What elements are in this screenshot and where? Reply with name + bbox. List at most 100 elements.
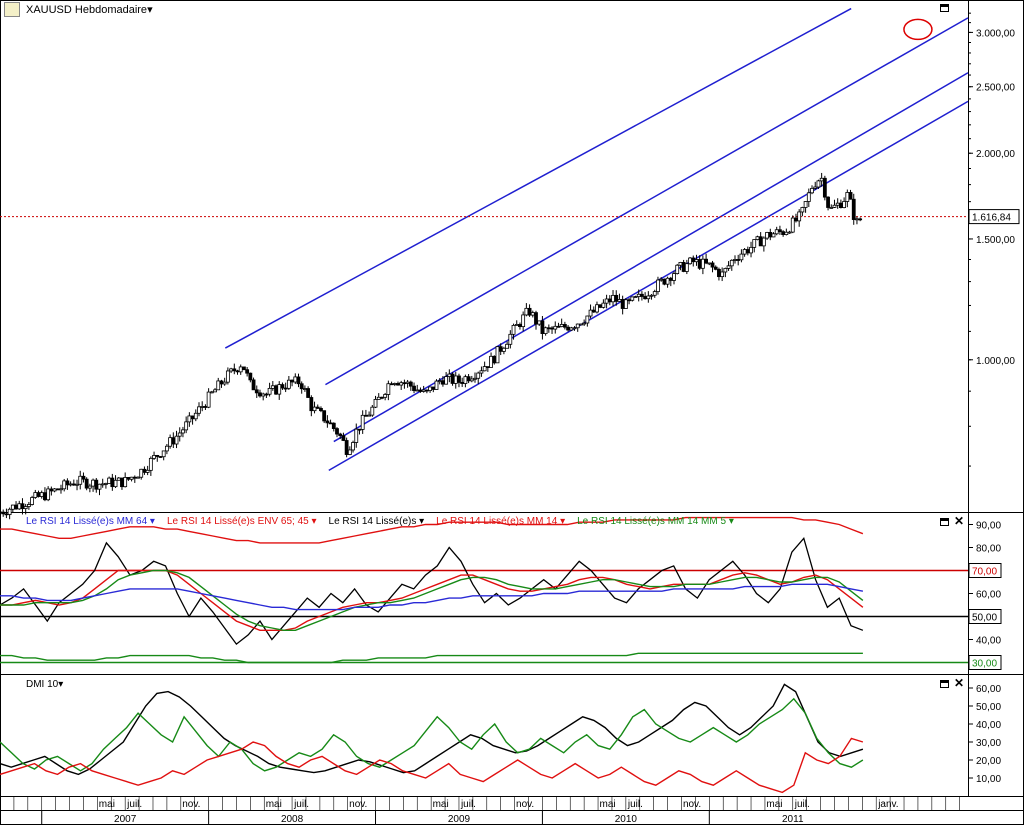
candle-body <box>396 383 400 386</box>
candle-body <box>52 488 57 492</box>
candle-body <box>270 385 275 389</box>
year-label: 2009 <box>448 814 471 825</box>
candle-body <box>733 259 737 261</box>
candle-body <box>707 262 712 265</box>
dmi-title[interactable]: DMI 10▾ <box>26 679 63 690</box>
time-axis: mai juil. nov. mai juil. nov. mai juil. nov. mai j… <box>0 797 1024 825</box>
candle-body <box>704 258 709 264</box>
caret-down-icon[interactable]: ▾ <box>147 4 153 16</box>
month-label: nov. <box>516 799 534 810</box>
candle-body <box>373 399 378 408</box>
candle-body <box>20 503 25 510</box>
candle-body <box>81 475 86 480</box>
candle-body <box>17 503 22 510</box>
candle-body <box>562 324 567 328</box>
close-dmi-panel-icon[interactable]: ✕ <box>954 676 965 690</box>
candle-body <box>312 406 317 412</box>
price-panel: 1.000,00 1.500,00 2.000,00 2.500,00 3.000,00… <box>0 7 1020 520</box>
rsi-tick-label: 60,00 <box>976 590 1001 601</box>
price-tick-label: 3.000,00 <box>976 28 1015 39</box>
last-price-box <box>968 209 1020 225</box>
close-rsi-panel-icon[interactable]: ✕ <box>954 514 965 528</box>
rsi-level-box <box>968 563 1002 578</box>
candle-body <box>171 437 176 445</box>
candle-body <box>457 375 461 383</box>
candle-body <box>582 322 587 325</box>
candle-body <box>739 253 744 261</box>
maximize-dmi-panel-icon[interactable] <box>940 680 949 688</box>
candle-body <box>206 391 211 408</box>
candle-body <box>383 394 388 398</box>
candle-body <box>386 383 391 395</box>
candle-body <box>572 327 577 330</box>
candle-body <box>421 389 426 392</box>
candle-body <box>264 393 269 396</box>
candle-body <box>643 296 648 300</box>
candle-body <box>181 429 185 434</box>
candle-body <box>286 379 291 389</box>
candle-body <box>444 376 449 385</box>
candle-body <box>469 378 474 382</box>
candle-body <box>216 380 221 391</box>
candle-body <box>357 428 362 431</box>
year-label: 2010 <box>615 814 638 825</box>
candle-body <box>466 376 471 382</box>
candle-body <box>132 476 137 479</box>
candle-body <box>184 421 189 431</box>
candle-body <box>431 386 436 390</box>
candle-body <box>620 299 625 309</box>
rsi-legend-item[interactable]: Le RSI 14 Lissé(e)s ENV 65; 45 ▾ <box>166 516 317 527</box>
candle-body <box>428 386 432 391</box>
candle-body <box>723 268 728 273</box>
channel-line <box>224 7 852 349</box>
rsi-series-line <box>0 569 864 631</box>
candle-body <box>161 450 166 458</box>
maximize-price-panel-icon[interactable] <box>940 4 949 12</box>
dmi-title-text: DMI 10 <box>26 679 59 690</box>
rsi-tick-label: 80,00 <box>976 544 1001 555</box>
candle-body <box>155 455 160 457</box>
month-label: juil. <box>460 799 476 810</box>
candle-body <box>550 327 554 330</box>
month-label: janv. <box>877 799 898 810</box>
dmi-tick-label: 20,00 <box>976 756 1001 767</box>
candle-body <box>755 236 760 240</box>
price-tick-label: 1.500,00 <box>976 235 1015 246</box>
candle-body <box>460 382 465 384</box>
rsi-legend-item[interactable]: Le RSI 14 Lissé(e)s MM 14 MM 5 ▾ <box>577 516 734 527</box>
month-label: mai <box>266 799 282 810</box>
rsi-legend-item[interactable]: Le RSI 14 Lissé(e)s MM 14 ▾ <box>436 516 566 527</box>
candle-body <box>508 333 513 345</box>
candle-body <box>354 428 359 443</box>
year-label: 2007 <box>114 814 137 825</box>
candle-body <box>380 396 384 399</box>
candle-body <box>729 259 734 267</box>
candle-body <box>232 368 237 372</box>
maximize-rsi-panel-icon[interactable] <box>940 518 949 526</box>
candle-body <box>145 469 150 473</box>
caret-down-icon[interactable]: ▾ <box>58 679 64 690</box>
candle-body <box>274 385 278 395</box>
candle-body <box>794 217 798 222</box>
rsi-legend-item[interactable]: Le RSI 14 Lissé(e)s MM 64 ▾ <box>26 516 155 527</box>
rsi-series-line <box>0 569 864 631</box>
candle-body <box>107 477 112 484</box>
candle-body <box>646 295 651 300</box>
candle-body <box>293 376 298 383</box>
candle-body <box>761 237 766 247</box>
candle-body <box>4 513 9 516</box>
month-label: mai <box>99 799 115 810</box>
candle-body <box>765 232 769 239</box>
candle-body <box>607 298 612 303</box>
candle-body <box>691 257 696 263</box>
instrument-selector[interactable]: XAUUSD Hebdomadaire▾ <box>4 2 153 17</box>
candle-body <box>585 315 590 324</box>
candle-body <box>822 177 827 198</box>
candle-body <box>839 202 843 209</box>
candle-body <box>752 239 757 248</box>
candle-body <box>177 432 182 437</box>
candle-body <box>521 314 526 328</box>
candle-body <box>280 384 285 389</box>
candle-body <box>736 259 741 261</box>
rsi-legend-item[interactable]: Le RSI 14 Lissé(e)s ▾ <box>328 516 425 527</box>
